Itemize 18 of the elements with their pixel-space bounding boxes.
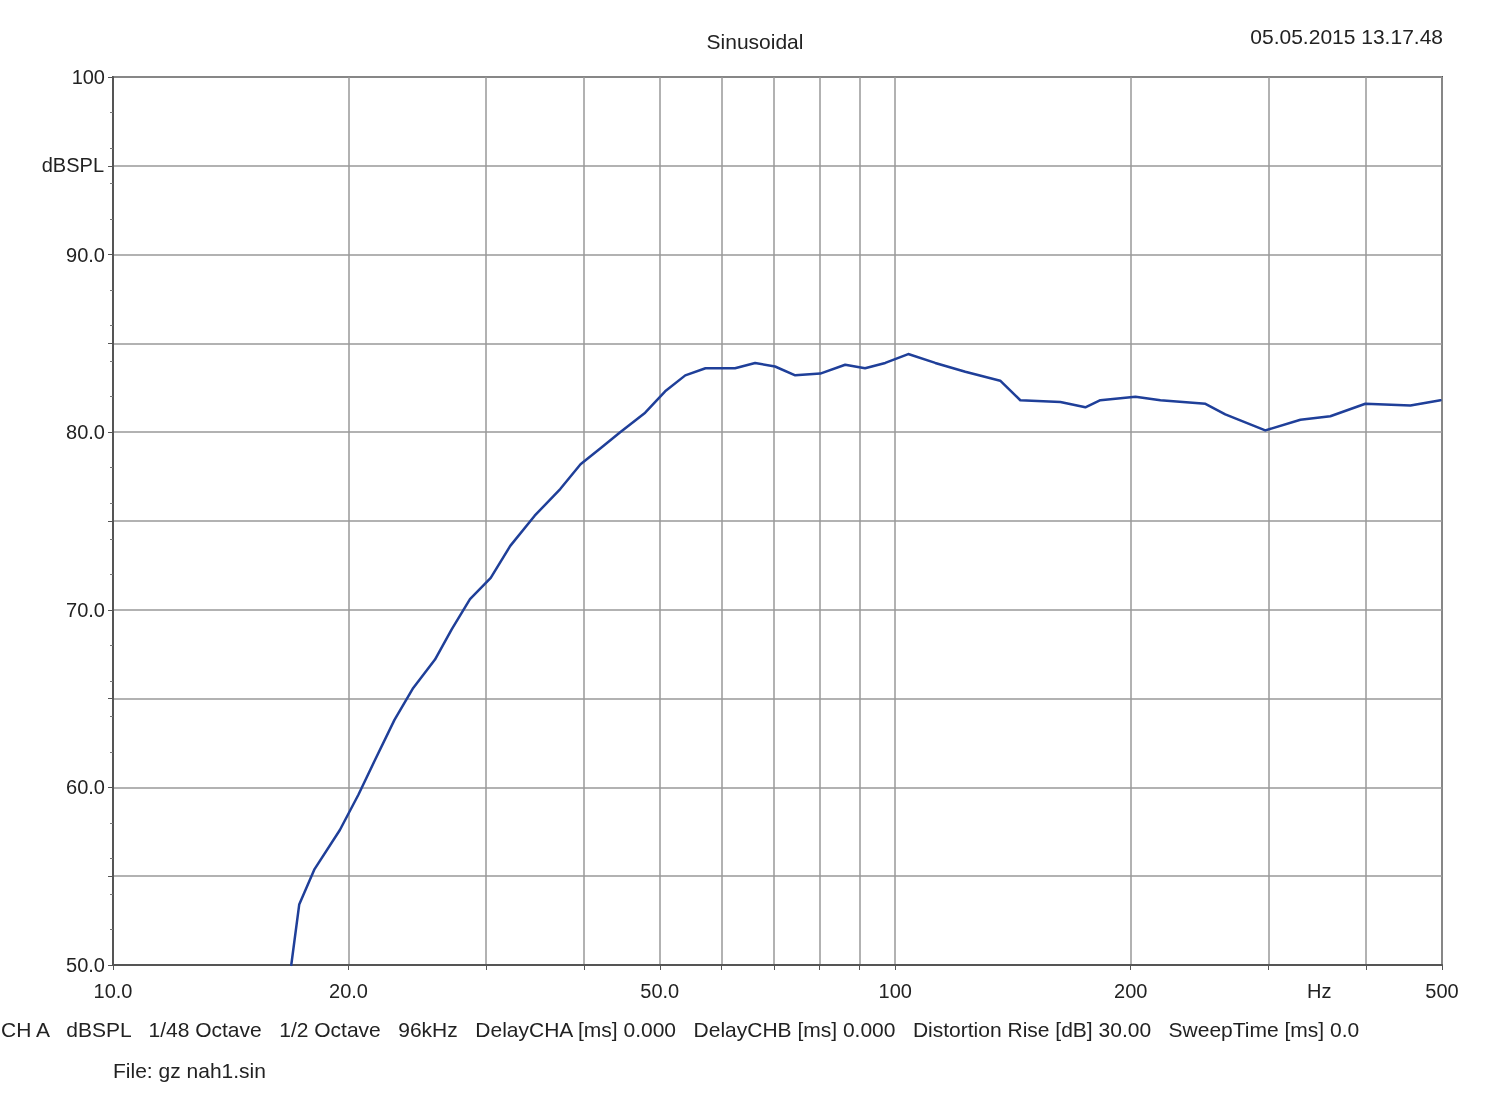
y-tick-label: 50.0: [66, 954, 105, 976]
y-tick-label: 90.0: [66, 243, 105, 266]
text: File: gz nah1.sin: [113, 1059, 266, 1082]
x-tick-label: 10.0: [93, 980, 133, 1002]
y-tick-label: 80.0: [66, 421, 105, 444]
x-tick-label: 100: [878, 980, 912, 1002]
y-axis-title: dBSPL: [41, 154, 104, 176]
x-tick-label: 500: [1425, 980, 1459, 1002]
x-tick-label: 200: [1114, 980, 1148, 1002]
x-axis-title: Hz: [1307, 980, 1332, 1002]
x-tick-label: 20.0: [329, 980, 368, 1002]
y-tick-label: 100: [71, 66, 105, 88]
y-tick-label: 60.0: [66, 776, 105, 799]
text: CH A dBSPL 1/48 Octave 1/2 Octave 96kHz DelayCHA [ms] 0.000 DelayCHB [ms] 0.000 Distortion Rise [dB] 30.00 SweepTime [ms] 0.0: [1, 1018, 1360, 1041]
y-tick-label: 70.0: [66, 598, 105, 621]
chart-title: Sinusoidal: [706, 30, 804, 53]
x-tick-label: 50.0: [640, 980, 680, 1002]
text: 05.05.2015 13.17.48: [1250, 25, 1444, 48]
